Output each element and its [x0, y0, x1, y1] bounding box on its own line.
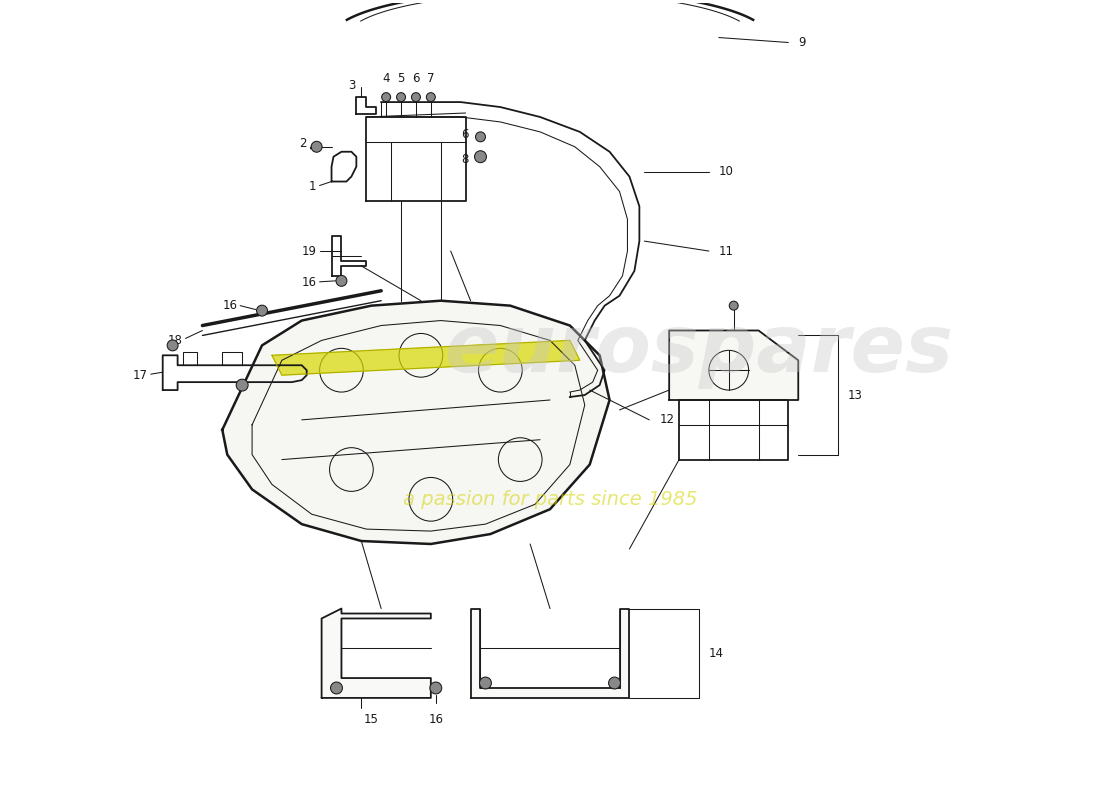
Text: 8: 8 — [461, 153, 469, 166]
Circle shape — [480, 677, 492, 689]
Text: 19: 19 — [301, 245, 317, 258]
Text: eurospares: eurospares — [444, 311, 954, 390]
Text: 9: 9 — [799, 36, 806, 49]
Text: 4: 4 — [383, 72, 389, 86]
Circle shape — [236, 379, 249, 391]
Polygon shape — [272, 341, 580, 375]
Text: 15: 15 — [364, 713, 378, 726]
Text: 14: 14 — [708, 646, 724, 660]
Text: 5: 5 — [397, 72, 405, 86]
Circle shape — [427, 93, 436, 102]
Circle shape — [311, 142, 322, 152]
Circle shape — [382, 93, 390, 102]
Polygon shape — [222, 301, 609, 544]
Polygon shape — [471, 609, 629, 698]
Circle shape — [330, 682, 342, 694]
Text: 12: 12 — [659, 414, 674, 426]
Polygon shape — [321, 609, 431, 698]
Text: 11: 11 — [718, 245, 734, 258]
Circle shape — [430, 682, 442, 694]
Text: 6: 6 — [412, 72, 420, 86]
Circle shape — [411, 93, 420, 102]
Circle shape — [336, 275, 346, 286]
Text: 7: 7 — [427, 72, 434, 86]
Text: 2: 2 — [299, 138, 307, 150]
Circle shape — [167, 340, 178, 351]
Circle shape — [475, 132, 485, 142]
Circle shape — [729, 301, 738, 310]
Circle shape — [256, 305, 267, 316]
Text: 1: 1 — [309, 180, 317, 193]
Text: 16: 16 — [301, 276, 317, 290]
Text: 10: 10 — [718, 165, 734, 178]
Text: 13: 13 — [848, 389, 862, 402]
Text: 3: 3 — [348, 79, 355, 92]
Text: a passion for parts since 1985: a passion for parts since 1985 — [403, 490, 697, 509]
Text: 17: 17 — [133, 369, 147, 382]
Polygon shape — [669, 330, 799, 400]
Text: 6: 6 — [461, 128, 469, 142]
Circle shape — [608, 677, 620, 689]
Text: 16: 16 — [222, 299, 238, 312]
Text: 18: 18 — [167, 334, 183, 347]
Text: 16: 16 — [428, 713, 443, 726]
Circle shape — [474, 150, 486, 162]
Circle shape — [397, 93, 406, 102]
